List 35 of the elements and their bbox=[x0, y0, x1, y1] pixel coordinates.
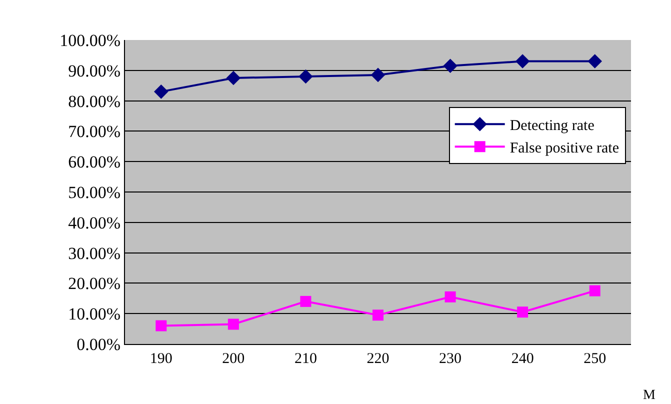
y-tick-label: 40.00% bbox=[68, 213, 121, 232]
y-tick-label: 90.00% bbox=[68, 61, 121, 80]
point bbox=[444, 291, 456, 302]
y-tick-label: 0.00% bbox=[76, 334, 121, 354]
y-tick-label: 80.00% bbox=[68, 92, 121, 111]
point bbox=[298, 69, 313, 84]
point bbox=[228, 318, 239, 330]
legend-label: False positive rate bbox=[510, 140, 620, 156]
point bbox=[589, 285, 600, 296]
y-tick-label: 50.00% bbox=[68, 182, 121, 202]
point bbox=[515, 54, 530, 68]
x-tick-label: 220 bbox=[366, 351, 390, 367]
x-tick-label: 190 bbox=[150, 351, 172, 367]
point bbox=[156, 320, 167, 332]
x-tick-label: 240 bbox=[511, 351, 534, 367]
point bbox=[370, 68, 386, 82]
y-tick-label: 60.00% bbox=[68, 152, 121, 172]
y-tick-label: 30.00% bbox=[68, 244, 121, 263]
x-tick-label: 200 bbox=[222, 351, 245, 367]
point bbox=[300, 296, 312, 307]
y-tick-label: 100.00% bbox=[60, 30, 121, 50]
x-tick-label: 210 bbox=[294, 351, 317, 367]
x-tick-label: 230 bbox=[439, 351, 462, 367]
y-tick-label: 10.00% bbox=[68, 304, 121, 324]
x-tick-label: 250 bbox=[584, 351, 606, 367]
y-tick-label: 70.00% bbox=[68, 122, 121, 142]
y-tick-label: 20.00% bbox=[68, 274, 121, 294]
point bbox=[588, 54, 602, 68]
point bbox=[443, 58, 458, 73]
point bbox=[517, 306, 528, 318]
legend-label: Detecting rate bbox=[510, 118, 595, 134]
point bbox=[154, 84, 168, 99]
point bbox=[226, 70, 241, 86]
x-axis-title: M bbox=[643, 388, 656, 403]
point bbox=[372, 310, 384, 321]
